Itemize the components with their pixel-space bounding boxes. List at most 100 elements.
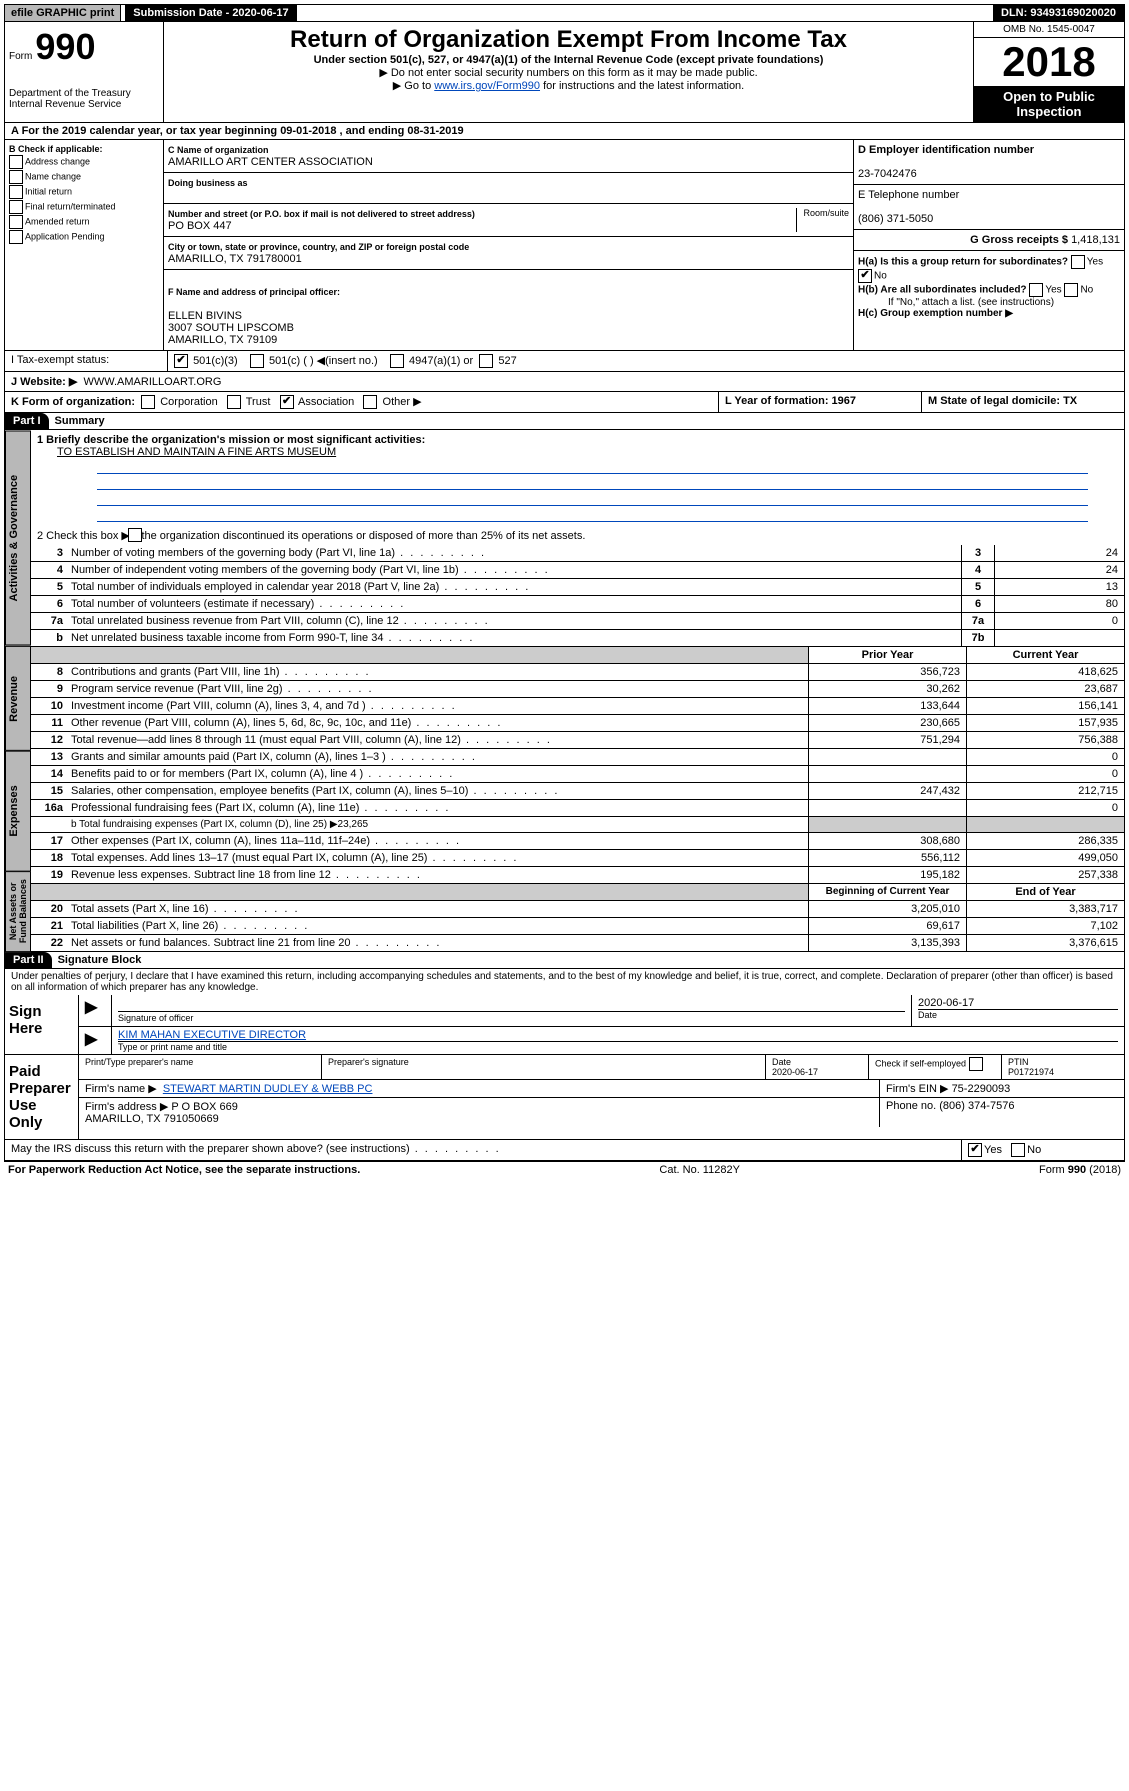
discuss-no-chk[interactable]	[1011, 1143, 1025, 1157]
chk-527[interactable]	[479, 354, 493, 368]
vtab-netassets: Net Assets or Fund Balances	[5, 871, 31, 952]
q2-row: 2 Check this box ▶ if the organization d…	[31, 527, 1124, 545]
e-label: E Telephone number	[858, 189, 959, 201]
chk-assn[interactable]	[280, 395, 294, 409]
page-footer: For Paperwork Reduction Act Notice, see …	[4, 1161, 1125, 1178]
chk-self-employed[interactable]	[969, 1057, 983, 1071]
summary-row: 11 Other revenue (Part VIII, column (A),…	[31, 715, 1124, 732]
sign-here-label: Sign Here	[5, 995, 79, 1054]
ha-row: H(a) Is this a group return for subordin…	[858, 255, 1120, 283]
form-number: 990	[35, 26, 95, 67]
ha-yes-chk[interactable]	[1071, 255, 1085, 269]
summary-row: 20 Total assets (Part X, line 16) 3,205,…	[31, 901, 1124, 918]
chk-name[interactable]: Name change	[9, 170, 159, 184]
line-16b: b Total fundraising expenses (Part IX, c…	[31, 817, 1124, 833]
summary-row: 4 Number of independent voting members o…	[31, 562, 1124, 579]
summary-row: 14 Benefits paid to or for members (Part…	[31, 766, 1124, 783]
row-a-text: A For the 2019 calendar year, or tax yea…	[11, 125, 464, 137]
website-val: WWW.AMARILLOART.ORG	[83, 376, 221, 388]
header-grid: B Check if applicable: Address change Na…	[4, 140, 1125, 351]
ha-no-chk[interactable]	[858, 269, 872, 283]
summary-row: 18 Total expenses. Add lines 13–17 (must…	[31, 850, 1124, 867]
mission-line	[97, 459, 1088, 474]
d-label: D Employer identification number	[858, 144, 1034, 156]
firm-ein: 75-2290093	[952, 1083, 1011, 1095]
discuss-yes-chk[interactable]	[968, 1143, 982, 1157]
hdr-prior: Prior Year	[808, 647, 966, 663]
mission-line	[97, 491, 1088, 506]
note-ssn: ▶ Do not enter social security numbers o…	[168, 66, 969, 79]
room-suite-label: Room/suite	[796, 208, 849, 232]
city-label: City or town, state or province, country…	[168, 242, 469, 252]
part1-num: Part I	[5, 413, 49, 429]
top-bar: efile GRAPHIC print Submission Date - 20…	[4, 4, 1125, 22]
may-discuss-row: May the IRS discuss this return with the…	[4, 1140, 1125, 1161]
col-headers-2: Beginning of Current Year End of Year	[31, 884, 1124, 901]
form990-link[interactable]: www.irs.gov/Form990	[434, 80, 540, 92]
row-j: J Website: ▶ WWW.AMARILLOART.ORG	[4, 372, 1125, 392]
col-d-identifiers: D Employer identification number 23-7042…	[854, 140, 1124, 350]
chk-final[interactable]: Final return/terminated	[9, 200, 159, 214]
q2-checkbox[interactable]	[128, 528, 142, 542]
f-label: F Name and address of principal officer:	[168, 287, 340, 297]
h-preparer-name: Print/Type preparer's name	[79, 1055, 322, 1079]
printed-label: Type or print name and title	[118, 1041, 1118, 1052]
sign-here-block: Sign Here ▶ Signature of officer 2020-06…	[4, 995, 1125, 1055]
hb-yes-chk[interactable]	[1029, 283, 1043, 297]
paid-preparer-block: Paid Preparer Use Only Print/Type prepar…	[4, 1055, 1125, 1140]
chk-501c3[interactable]	[174, 354, 188, 368]
col-c-org: C Name of organization AMARILLO ART CENT…	[164, 140, 854, 350]
officer-printed-name[interactable]: KIM MAHAN EXECUTIVE DIRECTOR	[118, 1029, 306, 1041]
l-year: L Year of formation: 1967	[725, 395, 856, 407]
chk-address[interactable]: Address change	[9, 155, 159, 169]
chk-4947[interactable]	[390, 354, 404, 368]
part2-header: Part II Signature Block	[4, 952, 1125, 969]
summary-row: 10 Investment income (Part VIII, column …	[31, 698, 1124, 715]
goto-post: for instructions and the latest informat…	[540, 80, 744, 92]
officer-val: ELLEN BIVINS 3007 SOUTH LIPSCOMB AMARILL…	[168, 310, 294, 346]
mission-line	[97, 507, 1088, 522]
hdr-current: Current Year	[966, 647, 1124, 663]
org-name: AMARILLO ART CENTER ASSOCIATION	[168, 156, 373, 168]
row-a-tax-year: A For the 2019 calendar year, or tax yea…	[4, 123, 1125, 140]
omb-number: OMB No. 1545-0047	[974, 22, 1124, 38]
summary-row: 8 Contributions and grants (Part VIII, l…	[31, 664, 1124, 681]
vtab-revenue: Revenue	[5, 646, 31, 751]
chk-trust[interactable]	[227, 395, 241, 409]
b-label: B Check if applicable:	[9, 144, 103, 154]
efile-label: efile GRAPHIC print	[5, 5, 121, 21]
chk-amended[interactable]: Amended return	[9, 215, 159, 229]
k-label: K Form of organization:	[11, 396, 135, 408]
summary-row: 15 Salaries, other compensation, employe…	[31, 783, 1124, 800]
part1-title: Summary	[55, 415, 105, 427]
hdr-begin: Beginning of Current Year	[808, 884, 966, 900]
chk-initial[interactable]: Initial return	[9, 185, 159, 199]
note-goto: ▶ Go to www.irs.gov/Form990 for instruct…	[168, 79, 969, 92]
footer-right: Form 990 (2018)	[1039, 1164, 1121, 1176]
prep-date: 2020-06-17	[772, 1067, 818, 1077]
h-ptin: PTIN	[1008, 1057, 1029, 1067]
mission-line	[97, 475, 1088, 490]
may-discuss-text: May the IRS discuss this return with the…	[11, 1143, 501, 1155]
hb-note: If "No," attach a list. (see instruction…	[858, 297, 1120, 308]
chk-pending[interactable]: Application Pending	[9, 230, 159, 244]
vtab-expenses: Expenses	[5, 751, 31, 872]
summary-row: 13 Grants and similar amounts paid (Part…	[31, 749, 1124, 766]
chk-501c[interactable]	[250, 354, 264, 368]
open-public-badge: Open to Public Inspection	[974, 86, 1124, 122]
summary-row: 19 Revenue less expenses. Subtract line …	[31, 867, 1124, 884]
paid-preparer-label: Paid Preparer Use Only	[5, 1055, 79, 1139]
h-preparer-sig: Preparer's signature	[322, 1055, 766, 1079]
col-headers-1: Prior Year Current Year	[31, 647, 1124, 664]
chk-corp[interactable]	[141, 395, 155, 409]
arrow-icon: ▶	[85, 999, 97, 1016]
hb-no-chk[interactable]	[1064, 283, 1078, 297]
c-label: C Name of organization	[168, 145, 269, 155]
summary-row: 6 Total number of volunteers (estimate i…	[31, 596, 1124, 613]
chk-other[interactable]	[363, 395, 377, 409]
summary-section: Activities & Governance Revenue Expenses…	[4, 430, 1125, 952]
firm-name[interactable]: STEWART MARTIN DUDLEY & WEBB PC	[163, 1083, 373, 1095]
footer-cat: Cat. No. 11282Y	[659, 1164, 740, 1176]
h-selfemp: Check if self-employed	[875, 1059, 966, 1069]
summary-row: 17 Other expenses (Part IX, column (A), …	[31, 833, 1124, 850]
